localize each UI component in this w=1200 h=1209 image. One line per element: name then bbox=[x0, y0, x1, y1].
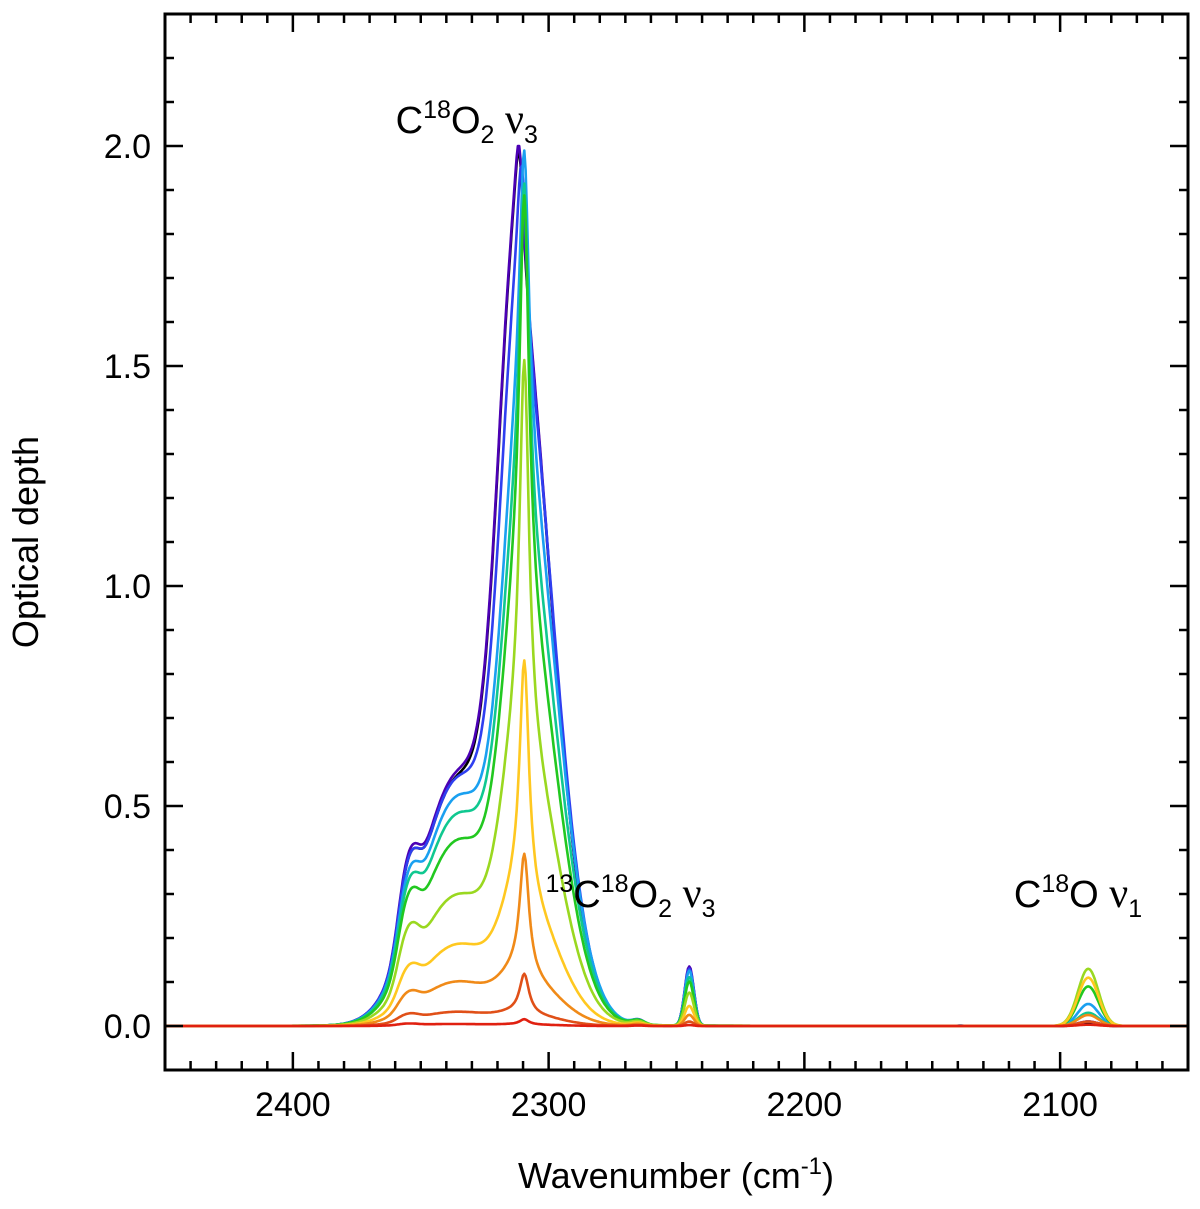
series-layer bbox=[165, 144, 1188, 1028]
tick-labels: 2400 2300 2200 2100 0.0 0.5 1.0 1.5 2.0 bbox=[104, 128, 1098, 1124]
y-axis-title: Optical depth bbox=[5, 436, 46, 648]
peak-annotations: C18O2 ν3 13C18O2 ν3 C18O ν1 bbox=[396, 96, 1142, 923]
x-axis-title: Wavenumber (cm-1) bbox=[518, 1153, 834, 1196]
peak-annotation: C18O ν1 bbox=[1014, 870, 1142, 923]
y-tick-label: 1.0 bbox=[104, 568, 151, 606]
x-tick-label: 2100 bbox=[1022, 1086, 1098, 1124]
y-tick-label: 0.5 bbox=[104, 788, 151, 826]
peak-annotation: C18O2 ν3 bbox=[396, 96, 538, 149]
y-tick-label: 0.0 bbox=[104, 1008, 151, 1046]
spectrum-series-10 bbox=[165, 972, 1188, 1028]
y-tick-label: 2.0 bbox=[104, 128, 151, 166]
spectrum-series-11 bbox=[165, 1017, 1188, 1028]
x-tick-label: 2400 bbox=[255, 1086, 331, 1124]
x-tick-label: 2200 bbox=[767, 1086, 843, 1124]
y-tick-label: 1.5 bbox=[104, 348, 151, 386]
plot-frame bbox=[163, 12, 1190, 1072]
spectrum-series-7 bbox=[165, 358, 1188, 1028]
peak-annotation: 13C18O2 ν3 bbox=[545, 870, 715, 923]
spectrum-series-8 bbox=[165, 659, 1188, 1028]
x-tick-label: 2300 bbox=[511, 1086, 587, 1124]
